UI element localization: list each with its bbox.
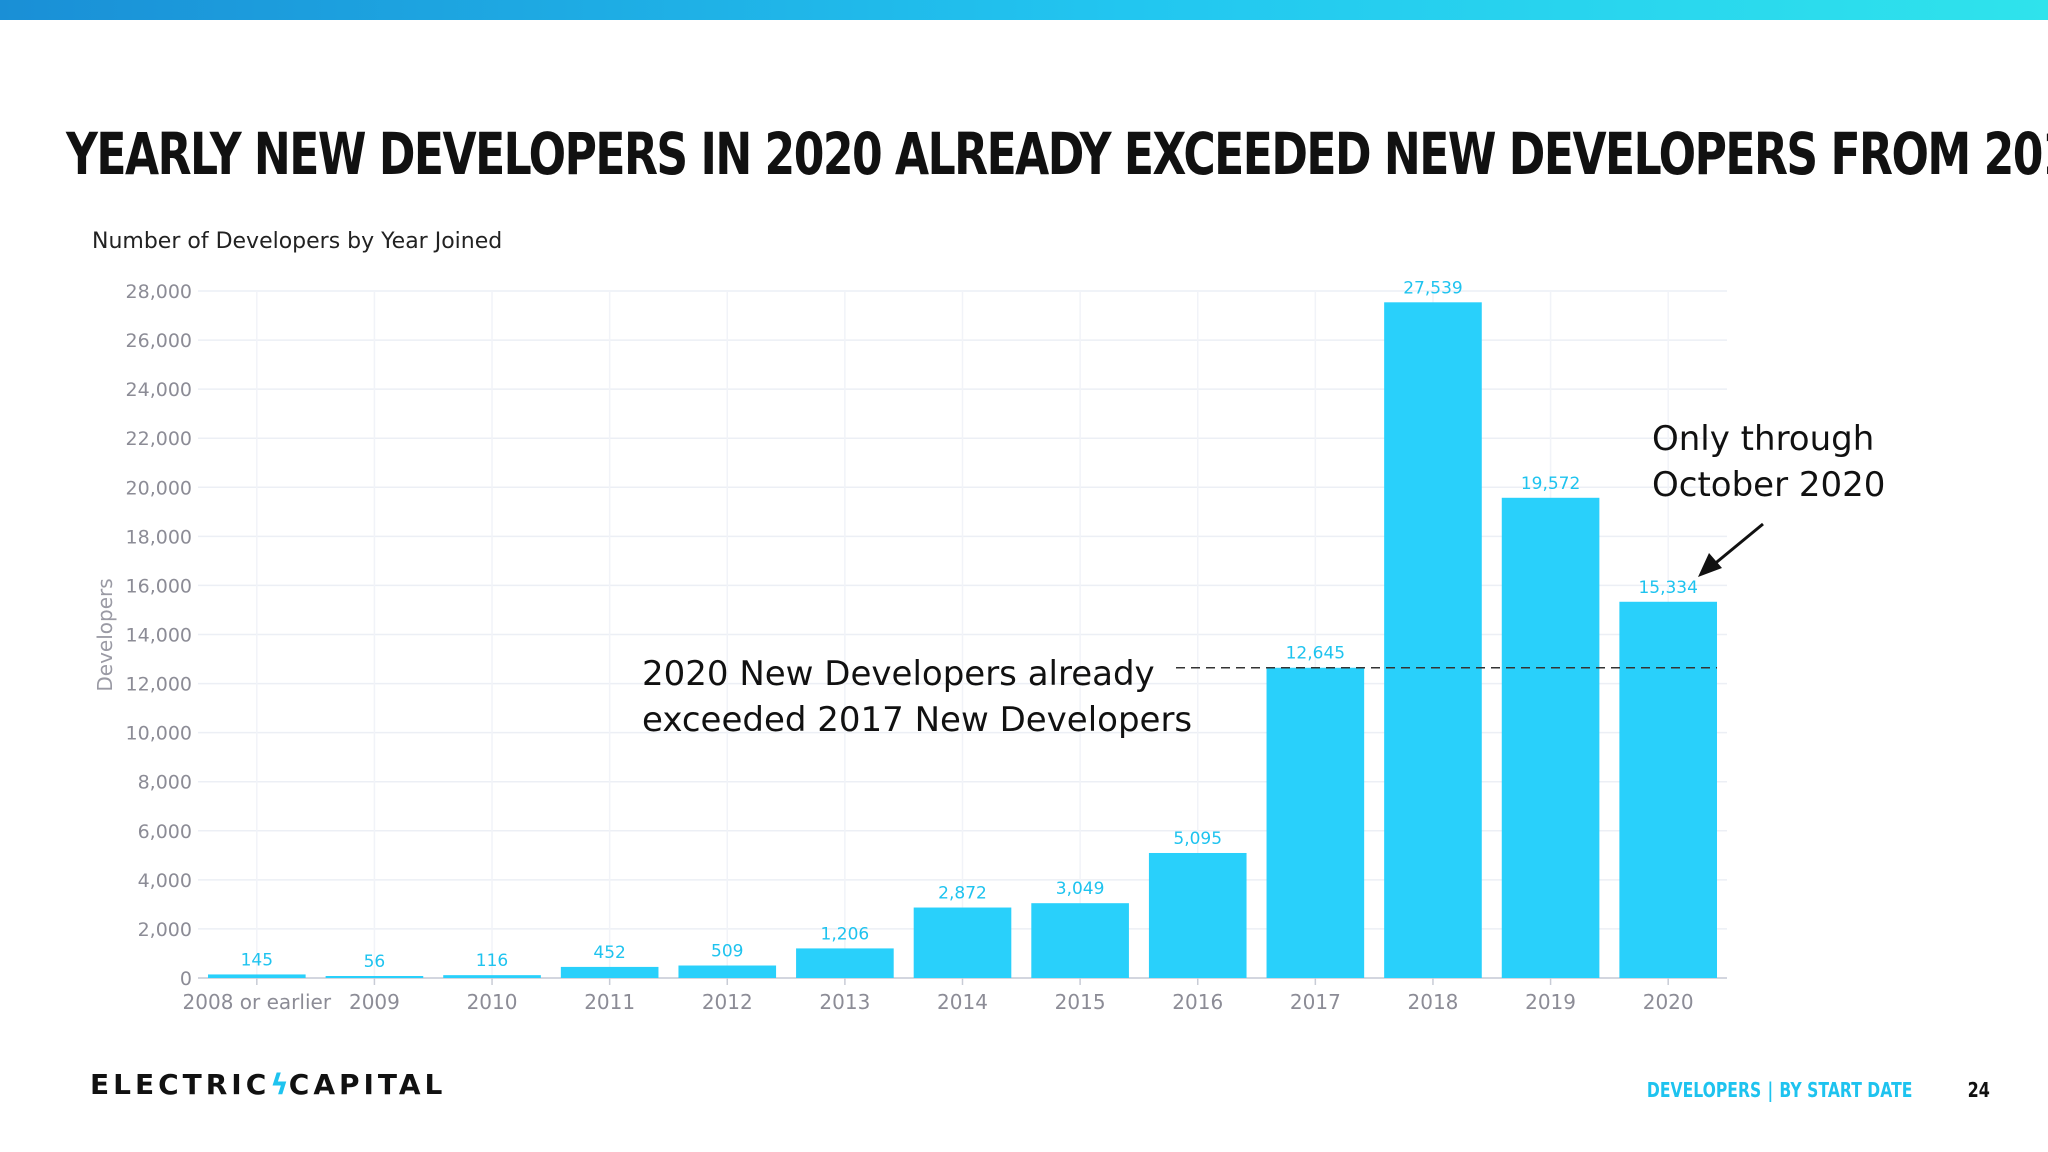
x-tick-label: 2019	[1525, 990, 1576, 1014]
logo-text-left: ELECTRIC	[90, 1068, 271, 1101]
value-label: 5,095	[1173, 829, 1222, 849]
value-label: 1,206	[821, 924, 870, 944]
bar-2013	[796, 948, 894, 978]
value-label: 15,334	[1638, 578, 1697, 598]
footer-section: DEVELOPERS	[1646, 1078, 1761, 1102]
page-number: 24	[1967, 1078, 1990, 1102]
value-label: 27,539	[1403, 278, 1462, 298]
chart-title: Number of Developers by Year Joined	[92, 229, 502, 254]
x-tick-label: 2009	[349, 990, 400, 1014]
value-label: 3,049	[1056, 879, 1105, 899]
bar-2011	[560, 966, 659, 978]
y-tick-label: 10,000	[126, 723, 192, 745]
bar-2008-or-earlier	[207, 974, 306, 978]
bar-2009	[325, 976, 424, 978]
y-axis-label: Developers	[93, 578, 117, 691]
value-label: 452	[593, 943, 625, 963]
y-tick-label: 0	[180, 968, 192, 990]
x-tick-label: 2017	[1290, 990, 1341, 1014]
value-label: 145	[241, 950, 273, 970]
x-tick-label: 2012	[702, 990, 753, 1014]
lightning-bolt-icon: ϟ	[270, 1068, 289, 1101]
bar-2020	[1619, 601, 1718, 978]
y-tick-label: 8,000	[138, 772, 192, 794]
y-tick-label: 4,000	[138, 870, 192, 892]
bar-2016	[1148, 852, 1247, 978]
footer-divider: |	[1767, 1078, 1773, 1102]
electric-capital-logo: ELECTRICϟCAPITAL	[90, 1068, 446, 1101]
x-tick-label: 2016	[1172, 990, 1223, 1014]
x-tick-label: 2008 or earlier	[183, 990, 332, 1014]
bar-2018	[1384, 302, 1482, 978]
y-tick-label: 12,000	[126, 674, 192, 696]
y-tick-label: 18,000	[126, 526, 192, 548]
annotation-compare-line: exceeded 2017 New Developers	[642, 700, 1192, 740]
y-tick-label: 28,000	[126, 281, 192, 303]
y-tick-label: 20,000	[126, 477, 192, 499]
annotation-compare-line: 2020 New Developers already	[642, 654, 1155, 694]
value-label: 12,645	[1286, 644, 1345, 664]
footer-section-label: DEVELOPERS | BY START DATE	[1646, 1078, 1912, 1102]
value-label: 509	[711, 942, 743, 962]
bar-2010	[443, 975, 541, 978]
x-tick-label: 2010	[467, 990, 518, 1014]
y-tick-label: 22,000	[126, 428, 192, 450]
y-tick-label: 2,000	[138, 919, 192, 941]
bar-2019	[1501, 497, 1600, 978]
x-tick-label: 2020	[1643, 990, 1694, 1014]
value-label: 56	[364, 952, 386, 972]
value-label: 2,872	[938, 884, 987, 904]
x-tick-label: 2011	[584, 990, 635, 1014]
y-tick-label: 16,000	[126, 575, 192, 597]
y-tick-label: 14,000	[126, 625, 192, 647]
bar-2015	[1031, 903, 1129, 978]
annotation-partial-line: Only through	[1652, 419, 1874, 459]
x-tick-label: 2015	[1055, 990, 1106, 1014]
value-label: 19,572	[1521, 474, 1580, 494]
bar-2017	[1266, 667, 1365, 978]
y-tick-label: 26,000	[126, 330, 192, 352]
y-tick-label: 24,000	[126, 379, 192, 401]
footer-subsection: BY START DATE	[1778, 1078, 1912, 1102]
annotation-arrow-shaft	[1711, 522, 1764, 568]
bar-2014	[913, 907, 1012, 978]
annotation-partial-line: October 2020	[1652, 465, 1885, 505]
y-tick-label: 6,000	[138, 821, 192, 843]
bar-2012	[678, 965, 777, 978]
logo-text-right: CAPITAL	[288, 1068, 447, 1101]
top-accent-bar	[0, 0, 2048, 20]
x-tick-label: 2018	[1408, 990, 1459, 1014]
x-tick-label: 2013	[819, 990, 870, 1014]
x-tick-label: 2014	[937, 990, 988, 1014]
arrow-head-icon	[1698, 553, 1722, 577]
value-label: 116	[476, 951, 508, 971]
